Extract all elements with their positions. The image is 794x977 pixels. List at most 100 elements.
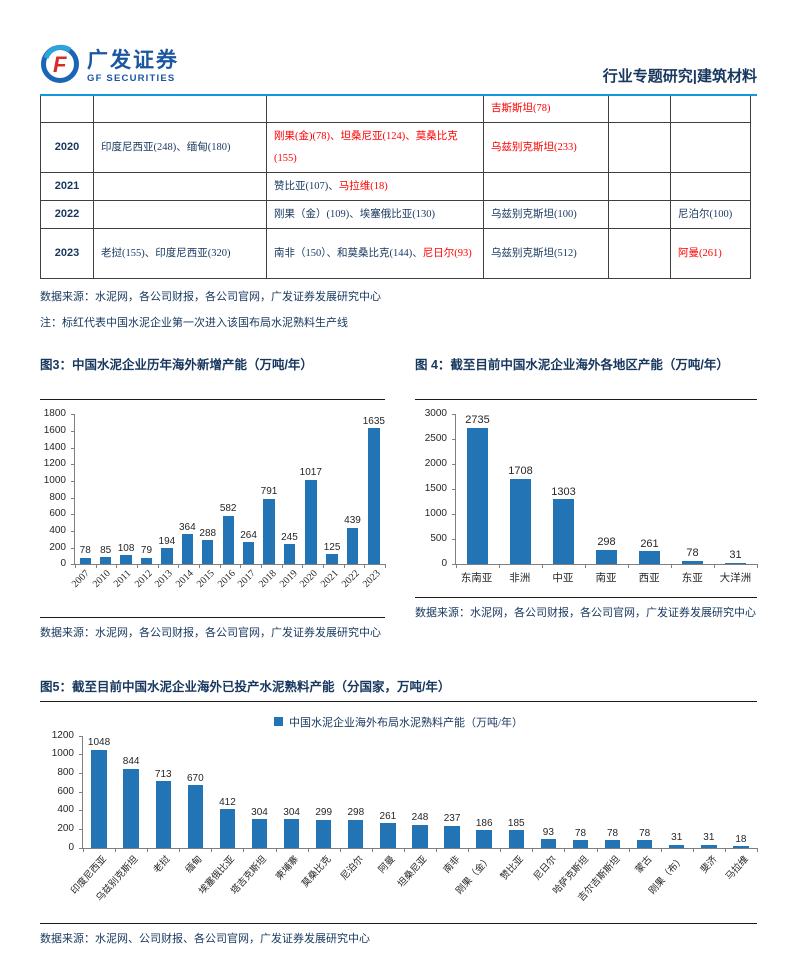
x-tick-label: 2012: [132, 568, 155, 591]
x-axis-tick: [499, 564, 500, 569]
x-label-slot: 2019: [278, 565, 302, 609]
x-tick-label: 2016: [215, 568, 238, 591]
figure-4-source: 数据来源：水泥网，各公司财报，各公司官网，广发证券发展研究中心: [415, 597, 757, 624]
x-axis-tick: [628, 564, 629, 569]
bar-slot: 582: [218, 414, 238, 565]
bar: [476, 830, 492, 848]
bar: [161, 548, 173, 565]
country-cell: [608, 172, 671, 202]
bar-slot: 18: [725, 736, 757, 848]
x-label-slot: 2010: [91, 565, 116, 609]
x-axis-tick: [261, 564, 262, 569]
x-tick-label: 2010: [90, 568, 113, 591]
country-cell: 刚果(金)(78)、坦桑尼亚(124)、莫桑比克(155): [266, 122, 484, 174]
figure-5: 图5：截至目前中国水泥企业海外已投产水泥熟料产能（分国家，万吨/年） 中国水泥企…: [40, 678, 758, 949]
x-label-slot: 非洲: [498, 565, 541, 589]
entry-text: 刚果（金）(109)、埃塞俄比亚(130): [274, 208, 435, 220]
table-row: 2023 老挝(155)、印度尼西亚(320) 南非（150）、和莫桑比克(144)…: [40, 228, 751, 280]
bar-value-label: 713: [154, 768, 172, 780]
bar-slot: 261: [372, 736, 404, 848]
country-cell: 尼泊尔(100): [670, 200, 751, 230]
x-tick-label: 南非: [441, 854, 463, 876]
bar: [304, 479, 317, 565]
x-tick-label: 东亚: [681, 573, 703, 585]
bar-value-label: 2735: [465, 414, 490, 427]
country-cell: [608, 96, 671, 124]
bar-slot: 78: [629, 736, 661, 848]
figure-4-chart: 3000 2500 2000 1500 1000 500 0 2735 1708 1303 298 2…: [415, 408, 758, 589]
y-axis-tick: [79, 791, 83, 793]
country-cell: 赞比亚(107)、马拉维(18): [266, 172, 484, 202]
x-axis-tick: [757, 564, 758, 569]
x-axis-tick: [596, 847, 598, 852]
bar-value-label: 670: [186, 772, 204, 784]
bar-slot: 78: [671, 414, 714, 565]
bar-slot: 791: [259, 414, 279, 565]
x-axis-tick: [371, 847, 373, 852]
bar: [595, 549, 618, 565]
bar-value-label: 93: [542, 826, 554, 838]
bar: [604, 840, 621, 848]
country-cell: [608, 228, 671, 280]
country-cell: 阿曼(261): [670, 228, 751, 280]
figure-row: 图3：中国水泥企业历年海外新增产能（万吨/年） 1800 1600 1400 1200…: [40, 356, 758, 644]
overseas-capacity-table: 吉斯斯坦(78) 2020 印度尼西亚(248)、缅甸(180) 刚果(金)(78)、…: [40, 96, 751, 280]
x-label-slot: 2021: [319, 565, 344, 609]
x-axis-tick: [115, 847, 117, 852]
bar-slot: 844: [115, 736, 147, 848]
x-tick-label: 大洋洲: [719, 573, 752, 585]
y-axis-tick: [452, 539, 456, 541]
bar-value-label: 1708: [508, 465, 533, 478]
x-axis-labels: 2007 2010 2011 2012 2013 2014 2015 2016 2017 2018…: [70, 565, 385, 609]
bar-value-label: 288: [199, 527, 217, 539]
country-cell: 吉斯斯坦(78): [483, 96, 609, 124]
y-tick-label: 3000: [424, 408, 447, 420]
bar-slot: 31: [661, 736, 693, 848]
plot-area: 1048 844 713 670 412 304 304 299 298 261 248 237 186…: [79, 735, 758, 852]
bar-value-label: 412: [219, 796, 236, 808]
country-cell: [670, 122, 751, 174]
y-tick-label: 1400: [43, 441, 66, 453]
x-axis-tick: [500, 847, 502, 852]
bar: [636, 840, 653, 848]
entry-text: 老挝(155)、印度尼西亚(320): [101, 247, 231, 259]
bar: [120, 555, 132, 565]
x-label-slot: 塔吉克斯坦: [230, 849, 275, 913]
bar-value-label: 194: [158, 535, 176, 547]
x-axis-tick: [243, 847, 245, 852]
x-axis-tick: [364, 564, 366, 569]
x-axis-tick: [628, 847, 630, 852]
y-tick-label: 600: [49, 508, 66, 520]
y-axis: 3000 2500 2000 1500 1000 500 0: [415, 408, 455, 569]
y-tick-label: 1800: [43, 408, 66, 420]
y-tick-label: 200: [49, 541, 66, 553]
x-label-slot: 2023: [361, 565, 385, 609]
y-tick-label: 0: [68, 841, 74, 853]
bar-slot: 299: [308, 736, 340, 848]
x-axis-tick: [211, 847, 213, 852]
y-axis-tick: [71, 464, 75, 466]
x-label-slot: 2015: [195, 565, 219, 609]
y-tick-label: 1000: [43, 475, 66, 487]
country-cell: [670, 96, 751, 124]
x-label-slot: 中亚: [541, 565, 584, 589]
x-tick-label: 2007: [70, 568, 93, 591]
x-axis-tick: [147, 847, 149, 852]
country-cell: 老挝(155)、印度尼西亚(320): [93, 228, 267, 280]
x-label-slot: 西亚: [628, 565, 671, 589]
y-axis-tick: [452, 514, 456, 516]
x-label-slot: 2014: [174, 565, 199, 609]
bar-slot: 245: [279, 414, 299, 565]
plot-area: 78 85 108 79 194 364 288 582 264 791 245 1017 125 439…: [71, 414, 386, 569]
x-label-slot: 2007: [70, 565, 95, 609]
bar: [348, 819, 364, 848]
bar-value-label: 78: [79, 545, 91, 557]
bar-value-label: 18: [735, 833, 747, 845]
bar-value-label: 78: [686, 546, 699, 559]
table-source: 数据来源：水泥网，各公司财报，各公司官网，广发证券发展研究中心: [40, 291, 381, 304]
year-cell: 2020: [40, 122, 94, 174]
y-tick-label: 1000: [51, 748, 74, 760]
country-cell: 乌兹别克斯坦(512): [483, 228, 609, 280]
bar-slot: 298: [340, 736, 372, 848]
x-label-slot: 2020: [298, 565, 323, 609]
